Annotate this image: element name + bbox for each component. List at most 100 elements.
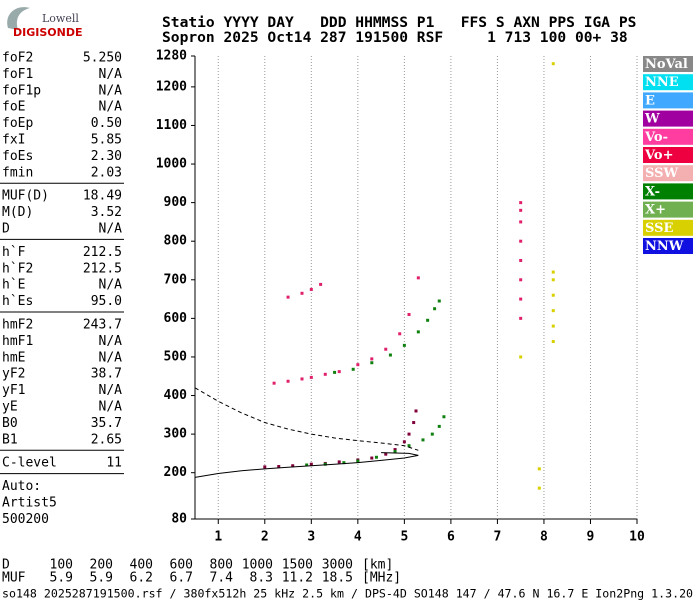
param-name: h`Es	[2, 294, 33, 309]
y-tick-label: 1280	[156, 49, 187, 64]
legend-label: NNW	[645, 239, 684, 254]
trace-point	[551, 340, 555, 344]
legend-swatch	[643, 147, 693, 163]
trace-point	[551, 270, 555, 274]
param-name: MUF(D)	[2, 189, 49, 204]
y-tick-label: 400	[164, 388, 188, 403]
legend-label: NNE	[645, 75, 679, 90]
trace-point	[309, 375, 313, 379]
param-value: 11	[106, 456, 122, 471]
auto-text: Auto:	[2, 479, 41, 494]
header-line: Sopron 2025 Oct14 287 191500 RSF 1 713 1…	[162, 29, 628, 46]
y-tick-label: 1000	[156, 157, 187, 172]
param-value: 35.7	[91, 416, 122, 431]
row-value: 7.4	[210, 571, 234, 586]
trace-point	[519, 208, 523, 212]
param-name: h`E	[2, 278, 25, 293]
trace-point	[384, 452, 388, 456]
param-value: N/A	[99, 400, 123, 415]
legend-label: W	[644, 112, 660, 127]
header-line: Statio YYYY DAY DDD HHMMSS P1 FFS S AXN …	[162, 14, 636, 31]
y-tick-label: 1200	[156, 79, 187, 94]
param-name: hmF2	[2, 318, 33, 333]
param-name: yE	[2, 400, 18, 415]
trace-point	[388, 353, 392, 357]
trace-point	[519, 220, 523, 224]
param-value: 5.85	[91, 133, 122, 148]
param-value: 243.7	[83, 318, 122, 333]
trace-point	[551, 324, 555, 328]
trace-point	[407, 313, 411, 317]
param-value: 18.49	[83, 189, 122, 204]
trace-point	[305, 463, 309, 467]
x-tick-label: 3	[307, 530, 315, 545]
profile-curve	[194, 452, 419, 478]
row-unit: [km]	[362, 558, 393, 573]
trace-point	[414, 409, 418, 413]
trace-point	[416, 330, 420, 334]
param-name: B1	[2, 432, 18, 447]
trace-point	[412, 421, 416, 425]
trace-point	[272, 381, 276, 385]
row-value: 600	[170, 558, 193, 573]
param-value: 2.30	[91, 149, 122, 164]
param-name: foF1	[2, 67, 33, 82]
x-tick-label: 4	[354, 530, 362, 545]
param-name: fmin	[2, 165, 33, 180]
param-value: N/A	[99, 100, 123, 115]
y-tick-label: 500	[164, 349, 188, 364]
y-tick-label: 800	[164, 234, 188, 249]
legend-swatch	[643, 201, 693, 218]
row-label: MUF	[2, 571, 26, 586]
row-unit: [MHz]	[362, 571, 401, 586]
legend-label: SSE	[645, 221, 673, 236]
trace-point	[286, 295, 290, 299]
trace-point	[300, 291, 304, 295]
row-value: 100	[50, 558, 73, 573]
trace-point	[342, 461, 346, 465]
trace-point	[393, 448, 397, 452]
legend-swatch	[643, 238, 693, 254]
trace-point	[356, 363, 360, 367]
row-label: D	[2, 558, 10, 573]
y-tick-label: 1100	[156, 118, 187, 133]
trace-point	[323, 462, 327, 466]
trace-point	[519, 316, 523, 320]
trace-point	[370, 361, 374, 365]
trace-point	[286, 379, 290, 383]
row-value: 1500	[282, 558, 313, 573]
param-value: 5.250	[83, 51, 122, 66]
trace-point	[291, 464, 295, 468]
trace-point	[309, 287, 313, 291]
y-tick-label: 300	[164, 427, 188, 442]
legend-swatch	[643, 165, 693, 182]
row-value: 800	[210, 558, 233, 573]
param-name: h`F2	[2, 261, 33, 276]
legend-label: Vo-	[644, 130, 668, 145]
trace-point	[519, 278, 523, 282]
legend-label: Vo+	[644, 148, 673, 163]
trace-point	[519, 239, 523, 243]
x-tick-label: 9	[587, 530, 595, 545]
trace-point	[519, 355, 523, 359]
trace-point	[309, 462, 313, 466]
row-value: 8.3	[250, 571, 273, 586]
legend-swatch	[643, 56, 693, 72]
x-tick-label: 5	[400, 530, 408, 545]
trace-point	[421, 438, 425, 442]
param-value: 212.5	[83, 261, 122, 276]
row-value: 3000	[322, 558, 353, 573]
param-value: N/A	[99, 278, 123, 293]
x-tick-label: 7	[494, 530, 502, 545]
trace-point	[416, 276, 420, 280]
legend-swatch	[643, 92, 693, 109]
trace-point	[393, 449, 397, 453]
trace-point	[551, 62, 555, 66]
trace-point	[442, 415, 446, 419]
row-value: 1000	[242, 558, 273, 573]
param-value: 3.52	[91, 205, 122, 220]
row-value: 400	[130, 558, 153, 573]
trace-point	[430, 432, 434, 436]
row-value: 5.9	[50, 571, 73, 586]
